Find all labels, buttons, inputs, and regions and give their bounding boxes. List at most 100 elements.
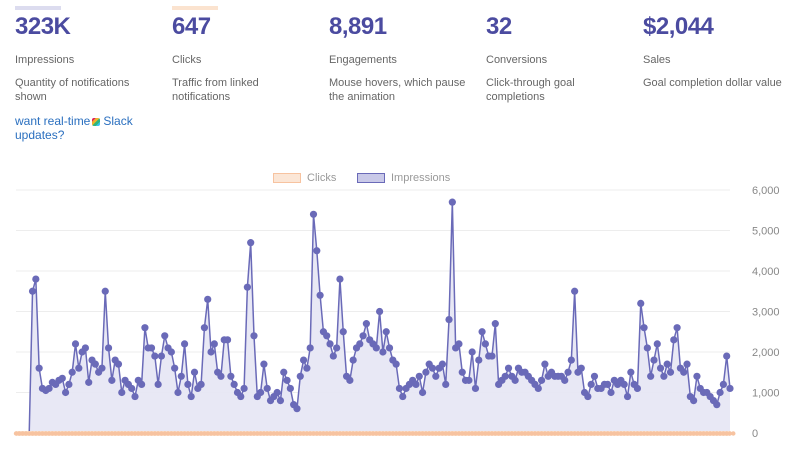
clicks-point [304,431,310,436]
clicks-point [33,431,39,436]
impressions-point [379,348,387,356]
impressions-point [118,388,126,397]
clicks-point [86,431,91,436]
stat-value: $2,044 [643,13,714,40]
clicks-point [678,431,683,436]
clicks-point [258,431,263,436]
stat-label: Clicks [172,54,202,66]
slack-promo-suffix: Slack updates? [15,114,133,142]
impressions-chart: 0 1,000 2,000 3,000 4,000 5,000 6,000 [13,185,780,440]
slack-icon [92,117,101,126]
clicks-point [73,431,78,436]
impressions-point [217,372,225,380]
clicks-point [76,431,82,436]
impressions-point [663,360,671,368]
legend-label: Impressions [391,172,451,184]
clicks-point [324,431,329,436]
clicks-point [165,431,171,436]
impressions-point [138,380,146,388]
clicks-point [648,431,653,436]
clicks-point [215,431,220,436]
slack-promo: want real-time Slack updates? [15,114,155,142]
impressions-point [392,360,400,368]
impressions-point [465,376,473,384]
clicks-point [195,431,201,436]
clicks-point [522,431,528,436]
stat-description: Click-through goal completions [486,77,575,103]
clicks-point [30,431,35,436]
impressions-point [333,344,341,352]
impressions-point [154,380,162,388]
impressions-point [723,352,731,360]
clicks-point [241,431,247,436]
impressions-point [98,364,106,372]
clicks-point [664,431,670,436]
clicks-point [367,431,372,436]
clicks-point [731,431,736,436]
clicks-point [265,431,270,436]
clicks-point [231,431,237,436]
clicks-point [704,431,710,436]
clicks-point [307,431,313,436]
impressions-point [190,368,199,376]
clicks-point [159,431,164,436]
clicks-point [185,431,191,436]
impressions-point [141,324,149,332]
impressions-point [656,364,665,372]
slack-promo-prefix: want real-time [15,114,91,128]
clicks-point [337,431,343,436]
y-tick-label: 6,000 [752,185,780,197]
impressions-point [395,384,404,393]
clicks-point [407,431,412,436]
clicks-point [380,431,386,436]
impressions-point [210,340,218,348]
legend-item-clicks[interactable]: Clicks [273,172,336,184]
stat-accent-bar [15,6,61,10]
impressions-point [147,344,156,352]
clicks-point [476,431,481,436]
clicks-point [69,431,75,436]
impressions-point [604,380,612,388]
impressions-point [442,380,450,388]
stats-row: 323K Impressions Quantity of notificatio… [15,0,795,110]
clicks-point [608,431,614,436]
stat-value: 8,891 [329,13,387,40]
impressions-area [16,202,730,433]
clicks-point [598,431,604,436]
impressions-point [35,364,43,372]
clicks-point [96,431,101,436]
clicks-point [671,431,677,436]
clicks-point [294,431,300,436]
impressions-point [58,374,66,382]
stat-description: Quantity of notifications shown [15,77,130,103]
clicks-point [641,431,647,436]
clicks-point [341,431,346,436]
clicks-point [255,431,260,436]
clicks-point [585,431,591,436]
clicks-point [188,431,194,436]
clicks-point [410,431,415,436]
impressions-point [571,287,579,295]
clicks-point [40,431,45,436]
legend-item-impressions[interactable]: Impressions [357,172,450,184]
clicks-point [661,431,667,436]
impressions-point [157,352,166,360]
clicks-point [360,431,366,436]
legend-swatch-clicks [273,173,301,183]
impressions-point [223,336,232,344]
clicks-point [503,431,508,436]
clicks-point [284,431,290,436]
clicks-point [605,431,610,436]
clicks-point [228,431,234,436]
impressions-point [362,320,370,328]
y-tick-label: 0 [752,428,758,440]
impressions-point [299,356,308,364]
impressions-point [283,376,291,384]
clicks-point [175,431,181,436]
impressions-point [399,392,407,401]
clicks-point [645,431,650,436]
slack-promo-link[interactable]: want real-time Slack updates? [15,114,133,142]
clicks-point [251,431,257,436]
clicks-point [63,431,68,436]
clicks-point [17,431,22,436]
